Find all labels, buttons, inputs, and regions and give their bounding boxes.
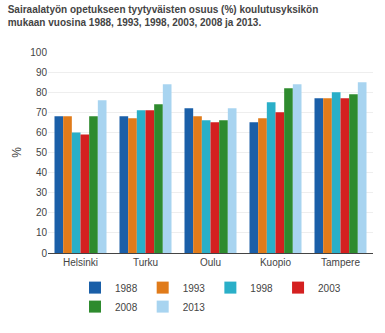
svg-text:Tampere: Tampere: [321, 257, 360, 268]
svg-text:2003: 2003: [318, 283, 341, 294]
svg-text:Oulu: Oulu: [200, 257, 221, 268]
svg-text:100: 100: [30, 47, 47, 58]
svg-text:2013: 2013: [183, 302, 206, 313]
svg-text:Helsinki: Helsinki: [63, 257, 98, 268]
svg-text:1998: 1998: [250, 283, 273, 294]
svg-text:1988: 1988: [115, 283, 138, 294]
svg-text:40: 40: [36, 167, 48, 178]
svg-text:90: 90: [36, 67, 48, 78]
svg-text:30: 30: [36, 187, 48, 198]
svg-text:2008: 2008: [115, 302, 138, 313]
svg-text:0: 0: [41, 248, 47, 259]
svg-text:Sairaalatyön opetukseen tyytyv: Sairaalatyön opetukseen tyytyväisten osu…: [8, 4, 319, 28]
svg-text:%: %: [10, 147, 24, 158]
svg-text:60: 60: [36, 127, 48, 138]
svg-text:70: 70: [36, 107, 48, 118]
svg-text:Kuopio: Kuopio: [260, 257, 292, 268]
svg-text:80: 80: [36, 87, 48, 98]
svg-text:10: 10: [36, 227, 48, 238]
svg-text:Turku: Turku: [133, 257, 158, 268]
svg-text:20: 20: [36, 207, 48, 218]
svg-text:1993: 1993: [183, 283, 206, 294]
svg-text:50: 50: [36, 147, 48, 158]
